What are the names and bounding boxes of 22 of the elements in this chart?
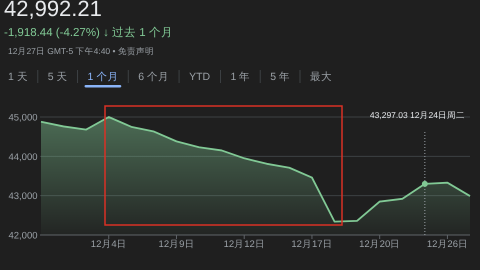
- y-tick-label: 45,000: [8, 112, 38, 124]
- y-tick-label: 43,000: [8, 191, 38, 202]
- x-tick-label: 12月4日: [90, 239, 127, 250]
- x-tick-label: 12月17日: [291, 239, 333, 250]
- chart-title: 42,992.21: [4, 0, 102, 21]
- annotation: 43,297.03 12月24日周二: [370, 110, 465, 120]
- text: 5 天: [48, 71, 68, 83]
- x-tick-label: 12月26日: [426, 239, 468, 250]
- chart-subtitle: -1,918.44 (-4.27%) ↓ 过去 1 个月: [4, 26, 173, 39]
- text: 12月27日 GMT-5 下午4:40 • 免责声明: [8, 46, 154, 56]
- text: 6 个月: [138, 71, 170, 83]
- x-tick-label: 12月20日: [359, 239, 400, 250]
- text: 5 年: [270, 71, 290, 83]
- text: 1 年: [230, 71, 250, 83]
- y-tick-label: 42,000: [8, 230, 38, 242]
- text: 1 天: [8, 71, 28, 83]
- x-tick-label: 12月9日: [158, 239, 194, 250]
- text: 最大: [310, 70, 332, 83]
- text: YTD: [189, 71, 210, 83]
- x-tick-label: 12月12日: [224, 239, 265, 250]
- text: 1 个月: [88, 71, 118, 83]
- y-tick-label: 44,000: [8, 152, 38, 163]
